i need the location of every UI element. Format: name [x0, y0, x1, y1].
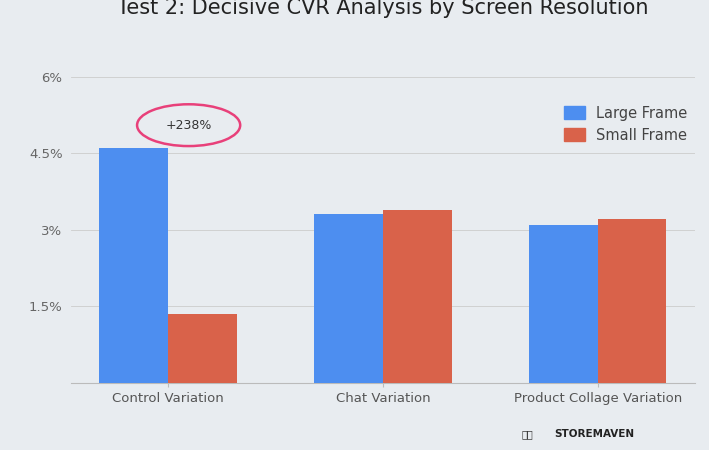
Bar — [99, 148, 168, 382]
Bar — [168, 314, 237, 382]
Text: ⒶⒷ: ⒶⒷ — [521, 429, 533, 439]
Text: +238%: +238% — [165, 119, 212, 132]
Bar — [529, 225, 598, 382]
Legend: Large Frame, Small Frame: Large Frame, Small Frame — [564, 106, 688, 143]
Bar — [314, 214, 383, 382]
Title: Test 2: Decisive CVR Analysis by Screen Resolution: Test 2: Decisive CVR Analysis by Screen … — [117, 0, 649, 18]
Text: STOREMAVEN: STOREMAVEN — [554, 429, 635, 439]
Bar — [598, 220, 666, 382]
Bar — [383, 210, 452, 382]
